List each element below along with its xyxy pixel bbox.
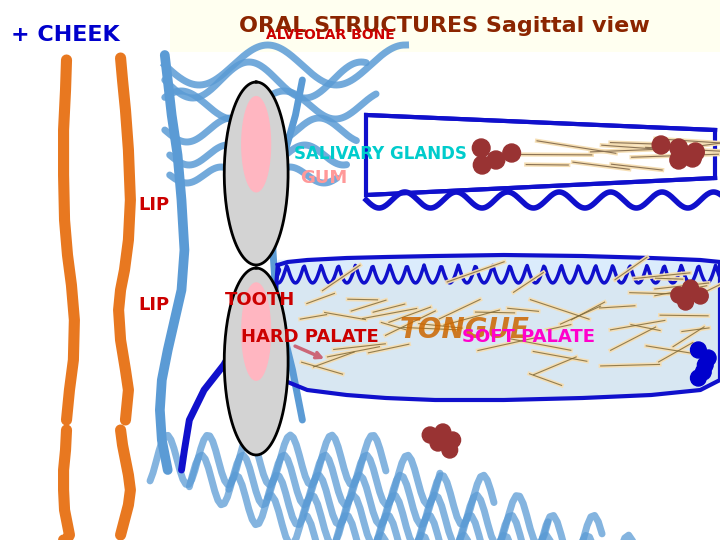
Text: LIP: LIP bbox=[138, 296, 169, 314]
Circle shape bbox=[670, 139, 688, 157]
Text: TOOTH: TOOTH bbox=[225, 291, 295, 309]
Circle shape bbox=[472, 139, 490, 157]
Polygon shape bbox=[224, 82, 288, 265]
Circle shape bbox=[696, 364, 711, 380]
FancyBboxPatch shape bbox=[170, 0, 720, 52]
Circle shape bbox=[473, 156, 491, 174]
Text: + CHEEK: + CHEEK bbox=[12, 25, 120, 45]
Circle shape bbox=[687, 143, 704, 161]
Circle shape bbox=[684, 149, 701, 167]
Polygon shape bbox=[242, 283, 271, 380]
Polygon shape bbox=[276, 255, 720, 400]
Circle shape bbox=[701, 350, 716, 366]
Circle shape bbox=[698, 357, 713, 373]
Text: TONGUE: TONGUE bbox=[400, 316, 529, 344]
Circle shape bbox=[670, 151, 688, 169]
Text: HARD PALATE: HARD PALATE bbox=[240, 328, 379, 347]
Circle shape bbox=[671, 287, 687, 303]
Circle shape bbox=[430, 435, 446, 451]
Circle shape bbox=[693, 288, 708, 304]
Text: SOFT PALATE: SOFT PALATE bbox=[462, 328, 595, 347]
Circle shape bbox=[445, 432, 461, 448]
Text: ALVEOLAR BONE: ALVEOLAR BONE bbox=[266, 28, 395, 42]
Polygon shape bbox=[366, 115, 715, 195]
Circle shape bbox=[442, 442, 458, 458]
Text: GUM: GUM bbox=[300, 169, 348, 187]
Text: SALIVARY GLANDS: SALIVARY GLANDS bbox=[294, 145, 467, 163]
Polygon shape bbox=[224, 268, 288, 455]
Polygon shape bbox=[242, 97, 271, 192]
Circle shape bbox=[487, 151, 505, 169]
Circle shape bbox=[678, 294, 693, 310]
Text: LIP: LIP bbox=[138, 196, 169, 214]
Text: ORAL STRUCTURES Sagittal view: ORAL STRUCTURES Sagittal view bbox=[240, 16, 650, 36]
Circle shape bbox=[690, 370, 706, 386]
Circle shape bbox=[435, 424, 451, 440]
Circle shape bbox=[652, 136, 670, 154]
Circle shape bbox=[690, 342, 706, 358]
Circle shape bbox=[683, 280, 698, 296]
Circle shape bbox=[422, 427, 438, 443]
Circle shape bbox=[503, 144, 521, 162]
